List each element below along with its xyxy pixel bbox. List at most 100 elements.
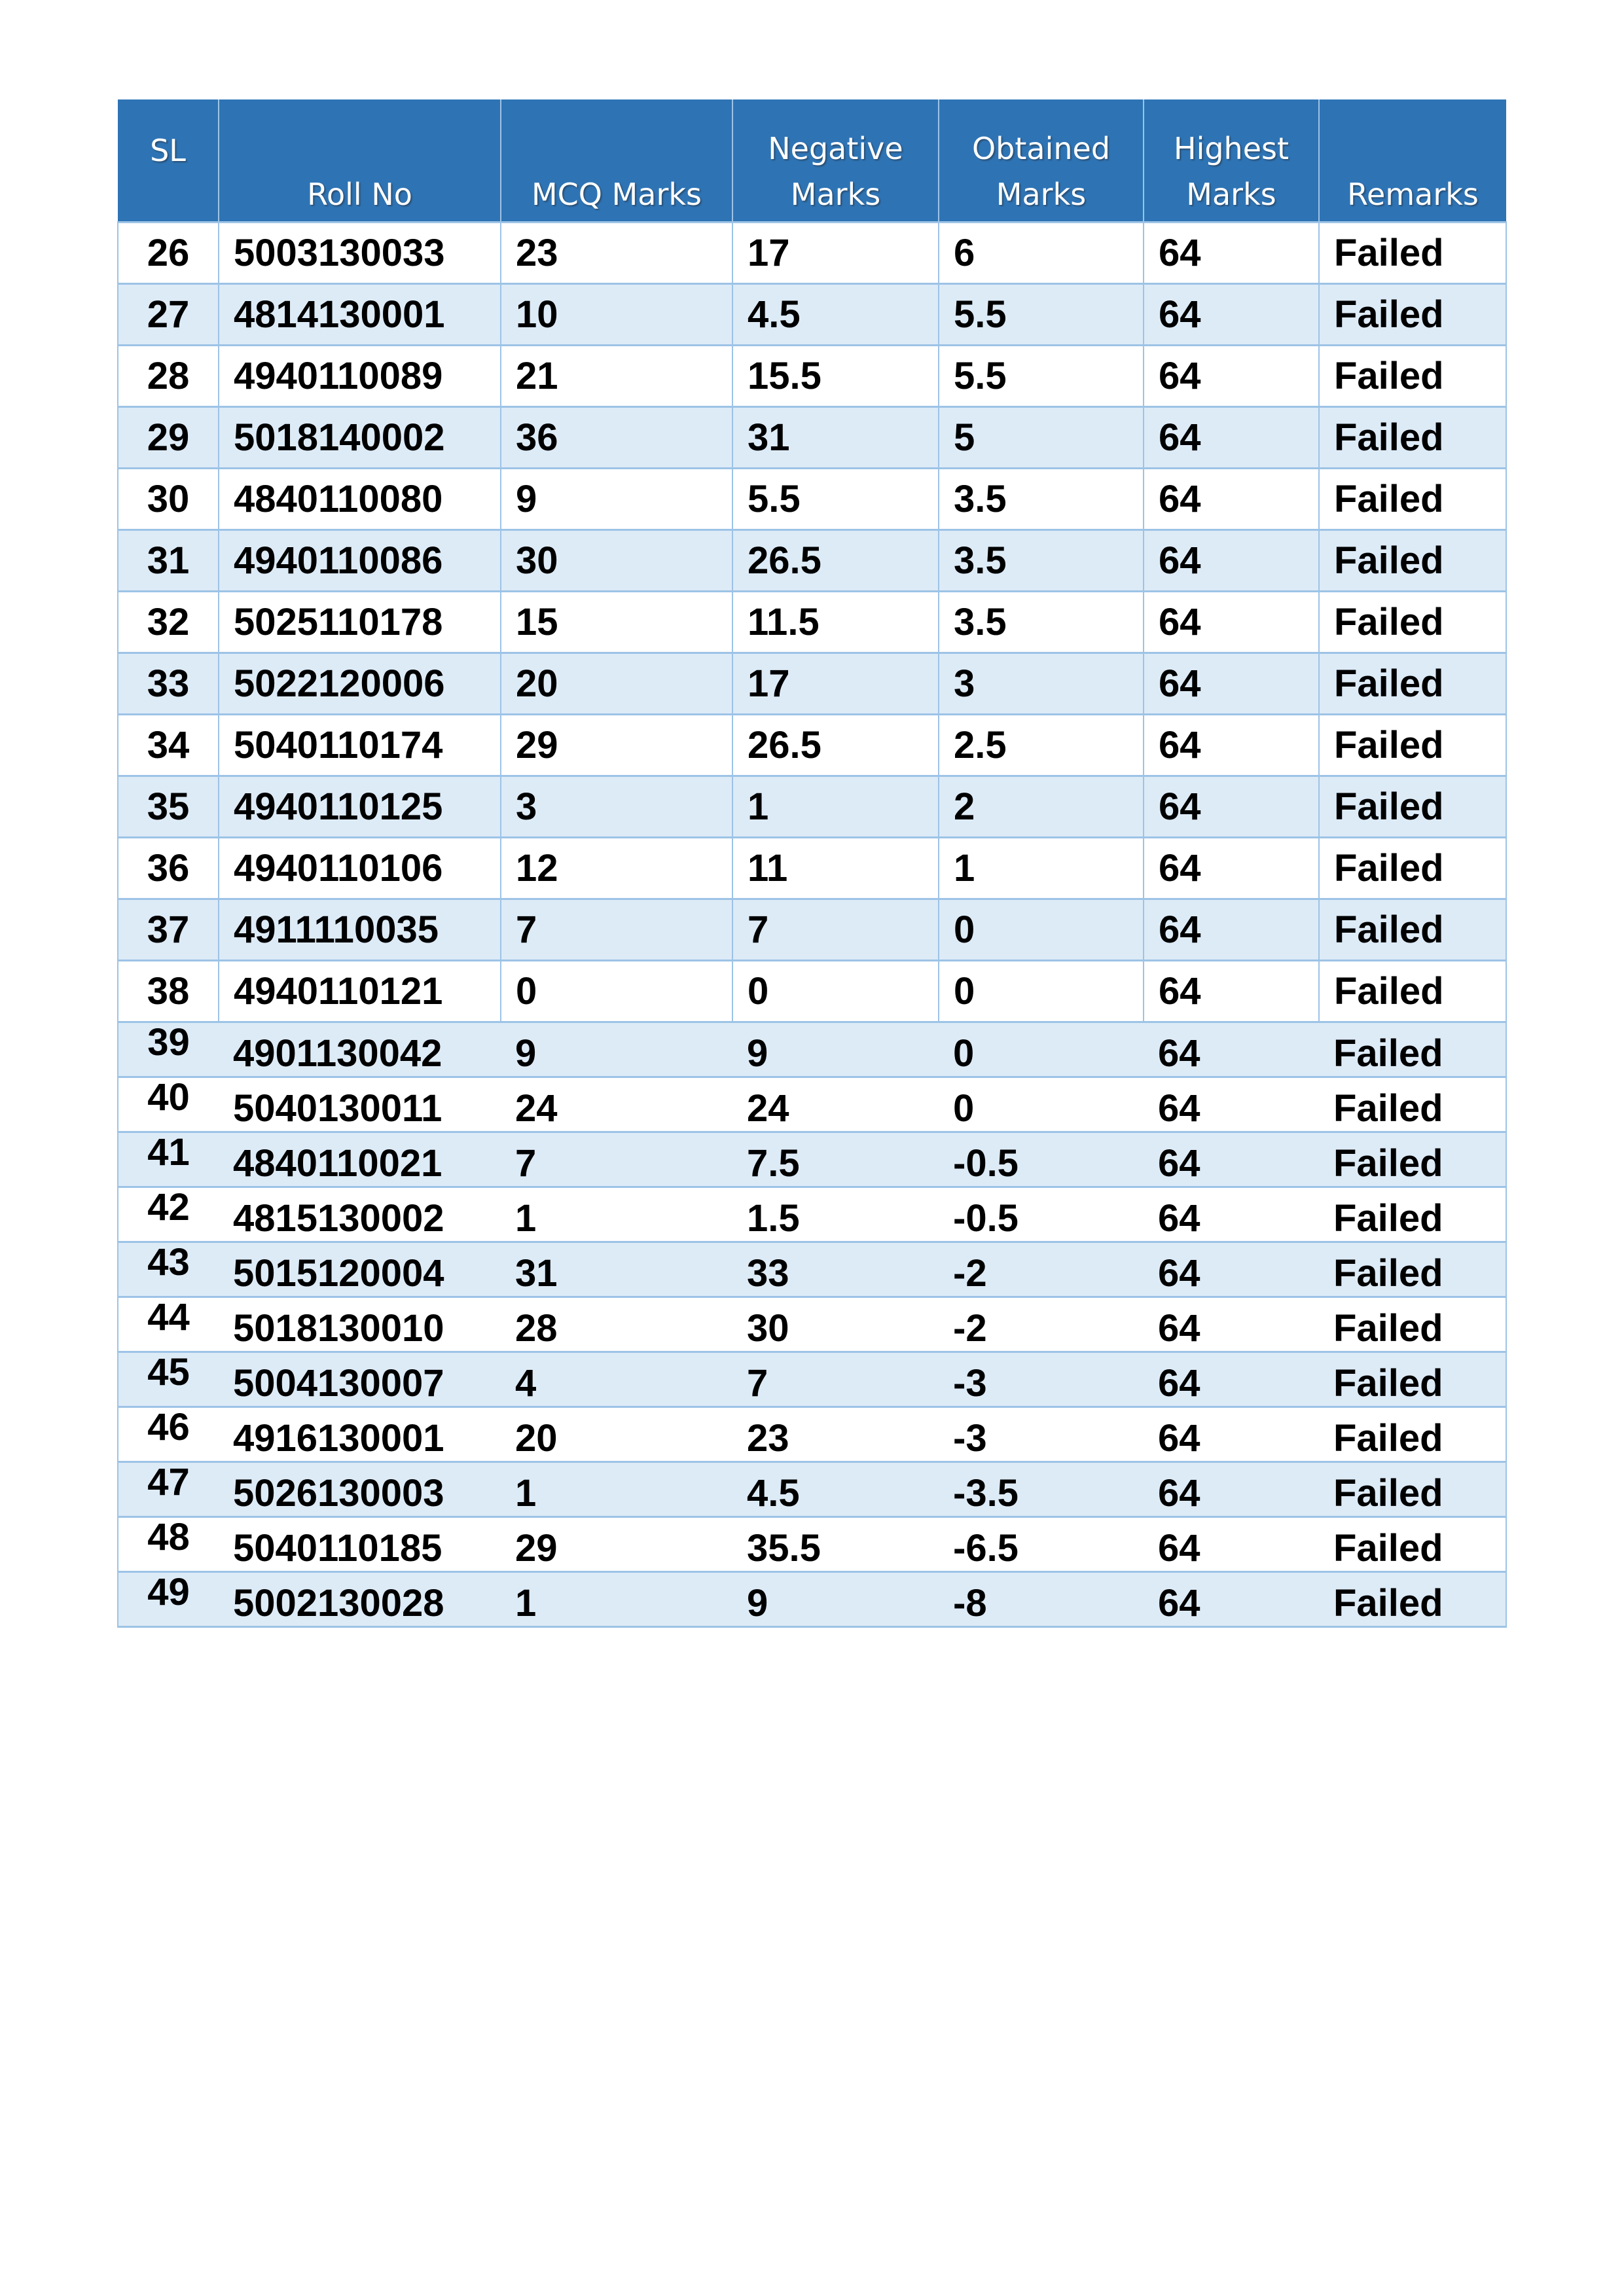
table-row: 35 4940110125 3 1 2 64 Failed [117, 775, 1507, 838]
cell-negative-marks: 9 [732, 1021, 939, 1077]
cell-sl: 48 [117, 1516, 219, 1572]
cell-remarks: Failed [1318, 467, 1507, 530]
cell-roll-no: 4940110121 [218, 960, 501, 1022]
cell-sl: 32 [117, 590, 219, 653]
cell-highest-marks: 64 [1144, 1296, 1319, 1352]
cell-roll-no: 4814130001 [218, 283, 501, 346]
cell-negative-marks: 24 [732, 1076, 939, 1132]
cell-negative-marks: 30 [732, 1296, 939, 1352]
cell-obtained-marks: -3 [939, 1406, 1144, 1462]
cell-remarks: Failed [1318, 221, 1507, 284]
header-highest-marks: Highest Marks [1143, 99, 1319, 223]
cell-roll-no: 5040110185 [219, 1516, 501, 1572]
cell-roll-no: 5018140002 [218, 406, 501, 469]
table-row: 33 5022120006 20 17 3 64 Failed [117, 652, 1507, 715]
cell-mcq-marks: 7 [500, 898, 732, 961]
cell-sl: 33 [117, 652, 219, 715]
cell-highest-marks: 64 [1144, 1516, 1319, 1572]
cell-sl: 49 [117, 1571, 219, 1628]
table-row: 34 5040110174 29 26.5 2.5 64 Failed [117, 713, 1507, 776]
cell-highest-marks: 64 [1143, 467, 1319, 530]
cell-mcq-marks: 1 [501, 1571, 732, 1628]
cell-highest-marks: 64 [1144, 1076, 1319, 1132]
cell-mcq-marks: 15 [500, 590, 732, 653]
cell-remarks: Failed [1319, 1241, 1507, 1297]
cell-highest-marks: 64 [1143, 652, 1319, 715]
cell-sl: 28 [117, 344, 219, 407]
cell-sl: 30 [117, 467, 219, 530]
cell-roll-no: 4940110089 [218, 344, 501, 407]
cell-mcq-marks: 9 [501, 1021, 732, 1077]
cell-remarks: Failed [1318, 406, 1507, 469]
table-row: 48 5040110185 29 35.5 -6.5 64 Failed [117, 1516, 1507, 1572]
cell-roll-no: 5022120006 [218, 652, 501, 715]
cell-mcq-marks: 31 [501, 1241, 732, 1297]
table-row: 39 4901130042 9 9 0 64 Failed [117, 1021, 1507, 1077]
cell-sl: 43 [117, 1241, 219, 1297]
cell-highest-marks: 64 [1144, 1021, 1319, 1077]
cell-obtained-marks: 5.5 [938, 344, 1144, 407]
table-row: 44 5018130010 28 30 -2 64 Failed [117, 1296, 1507, 1352]
cell-remarks: Failed [1319, 1076, 1507, 1132]
table-row: 30 4840110080 9 5.5 3.5 64 Failed [117, 467, 1507, 530]
cell-remarks: Failed [1319, 1351, 1507, 1407]
cell-negative-marks: 26.5 [732, 529, 939, 592]
cell-highest-marks: 64 [1144, 1351, 1319, 1407]
cell-remarks: Failed [1318, 652, 1507, 715]
header-obtained-marks: Obtained Marks [938, 99, 1144, 223]
cell-roll-no: 5040110174 [218, 713, 501, 776]
table-row: 28 4940110089 21 15.5 5.5 64 Failed [117, 344, 1507, 407]
cell-mcq-marks: 28 [501, 1296, 732, 1352]
cell-obtained-marks: -0.5 [939, 1131, 1144, 1187]
cell-obtained-marks: -2 [939, 1296, 1144, 1352]
cell-remarks: Failed [1318, 344, 1507, 407]
cell-sl: 41 [117, 1131, 219, 1187]
cell-roll-no: 5004130007 [219, 1351, 501, 1407]
table-row: 32 5025110178 15 11.5 3.5 64 Failed [117, 590, 1507, 653]
cell-sl: 34 [117, 713, 219, 776]
cell-mcq-marks: 30 [500, 529, 732, 592]
cell-remarks: Failed [1318, 713, 1507, 776]
cell-remarks: Failed [1318, 836, 1507, 899]
cell-remarks: Failed [1319, 1461, 1507, 1517]
cell-remarks: Failed [1319, 1406, 1507, 1462]
cell-obtained-marks: 3 [938, 652, 1144, 715]
cell-obtained-marks: -2 [939, 1241, 1144, 1297]
cell-negative-marks: 17 [732, 652, 939, 715]
cell-mcq-marks: 23 [500, 221, 732, 284]
cell-sl: 40 [117, 1076, 219, 1132]
cell-negative-marks: 4.5 [732, 283, 939, 346]
cell-mcq-marks: 20 [501, 1406, 732, 1462]
cell-negative-marks: 15.5 [732, 344, 939, 407]
cell-mcq-marks: 10 [500, 283, 732, 346]
cell-negative-marks: 7 [732, 1351, 939, 1407]
cell-mcq-marks: 0 [500, 960, 732, 1022]
cell-roll-no: 5002130028 [219, 1571, 501, 1628]
table-row: 26 5003130033 23 17 6 64 Failed [117, 221, 1507, 284]
cell-remarks: Failed [1319, 1186, 1507, 1242]
cell-remarks: Failed [1319, 1296, 1507, 1352]
cell-roll-no: 5040130011 [219, 1076, 501, 1132]
table-row: 47 5026130003 1 4.5 -3.5 64 Failed [117, 1461, 1507, 1517]
cell-negative-marks: 7 [732, 898, 939, 961]
cell-mcq-marks: 4 [501, 1351, 732, 1407]
cell-negative-marks: 7.5 [732, 1131, 939, 1187]
cell-mcq-marks: 21 [500, 344, 732, 407]
cell-obtained-marks: 6 [938, 221, 1144, 284]
cell-mcq-marks: 29 [500, 713, 732, 776]
cell-roll-no: 4840110021 [219, 1131, 501, 1187]
cell-sl: 36 [117, 836, 219, 899]
cell-sl: 27 [117, 283, 219, 346]
cell-highest-marks: 64 [1144, 1241, 1319, 1297]
table-row: 43 5015120004 31 33 -2 64 Failed [117, 1241, 1507, 1297]
cell-mcq-marks: 3 [500, 775, 732, 838]
cell-roll-no: 5015120004 [219, 1241, 501, 1297]
header-negative-marks: Negative Marks [732, 99, 939, 223]
cell-negative-marks: 9 [732, 1571, 939, 1628]
table-row: 42 4815130002 1 1.5 -0.5 64 Failed [117, 1186, 1507, 1242]
cell-negative-marks: 35.5 [732, 1516, 939, 1572]
cell-highest-marks: 64 [1143, 590, 1319, 653]
cell-negative-marks: 33 [732, 1241, 939, 1297]
cell-highest-marks: 64 [1143, 283, 1319, 346]
cell-roll-no: 5003130033 [218, 221, 501, 284]
